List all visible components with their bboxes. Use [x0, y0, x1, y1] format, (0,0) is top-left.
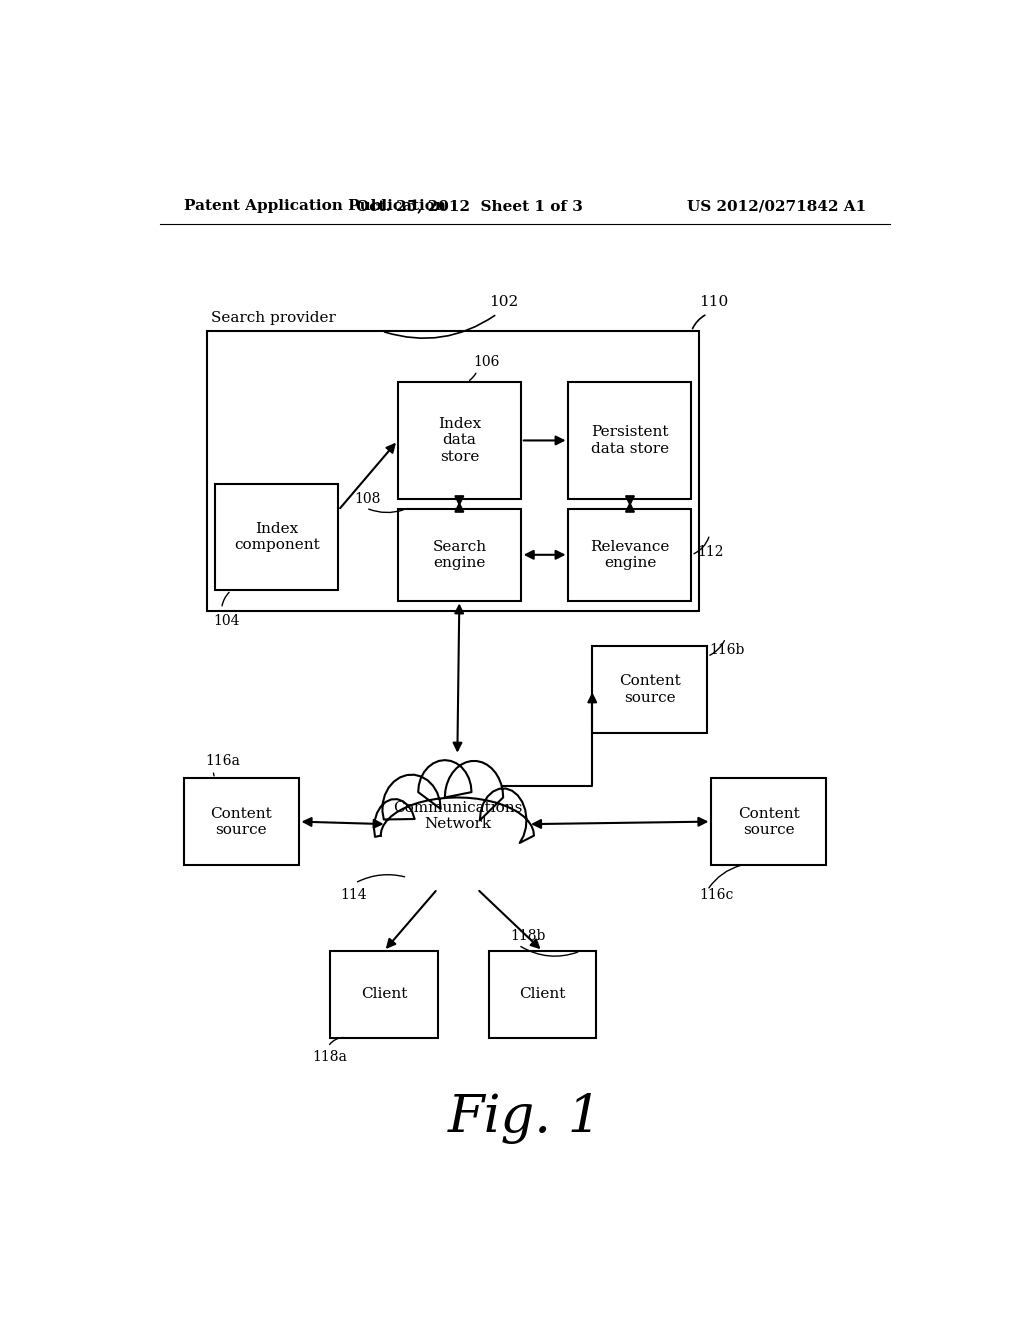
Text: Communications
Network: Communications Network [392, 801, 522, 832]
Text: 114: 114 [341, 888, 368, 902]
Text: Persistent
data store: Persistent data store [591, 425, 669, 455]
Bar [712, 779, 826, 865]
Text: Content
source: Content source [618, 675, 681, 705]
Text: 118a: 118a [312, 1049, 347, 1064]
Text: Fig. 1: Fig. 1 [447, 1093, 602, 1144]
Text: 116b: 116b [710, 643, 745, 657]
Bar [489, 952, 596, 1038]
Text: 116a: 116a [206, 754, 241, 768]
Polygon shape [374, 760, 534, 843]
Bar [183, 779, 299, 865]
Bar [331, 952, 437, 1038]
Text: Index
data
store: Index data store [437, 417, 481, 463]
Text: US 2012/0271842 A1: US 2012/0271842 A1 [687, 199, 866, 213]
Bar [207, 331, 699, 611]
Text: 106: 106 [473, 355, 500, 368]
Text: Patent Application Publication: Patent Application Publication [183, 199, 445, 213]
Text: Search provider: Search provider [211, 312, 336, 325]
Bar [397, 510, 521, 601]
Bar [568, 381, 691, 499]
Bar [215, 483, 338, 590]
Text: Search
engine: Search engine [432, 540, 486, 570]
Text: 102: 102 [489, 294, 518, 309]
Text: 116c: 116c [699, 888, 734, 902]
Text: Client: Client [360, 987, 408, 1002]
Text: Content
source: Content source [738, 807, 800, 837]
Text: 112: 112 [697, 545, 724, 558]
Text: 108: 108 [354, 492, 381, 506]
Bar [592, 647, 708, 733]
Text: Content
source: Content source [210, 807, 272, 837]
Text: Client: Client [519, 987, 566, 1002]
Text: Relevance
engine: Relevance engine [590, 540, 670, 570]
Bar [568, 510, 691, 601]
Text: 118b: 118b [511, 929, 546, 942]
Text: 110: 110 [699, 294, 729, 309]
Text: 104: 104 [214, 614, 241, 628]
Bar [397, 381, 521, 499]
Text: Index
component: Index component [233, 521, 319, 552]
Text: Oct. 25, 2012  Sheet 1 of 3: Oct. 25, 2012 Sheet 1 of 3 [355, 199, 583, 213]
